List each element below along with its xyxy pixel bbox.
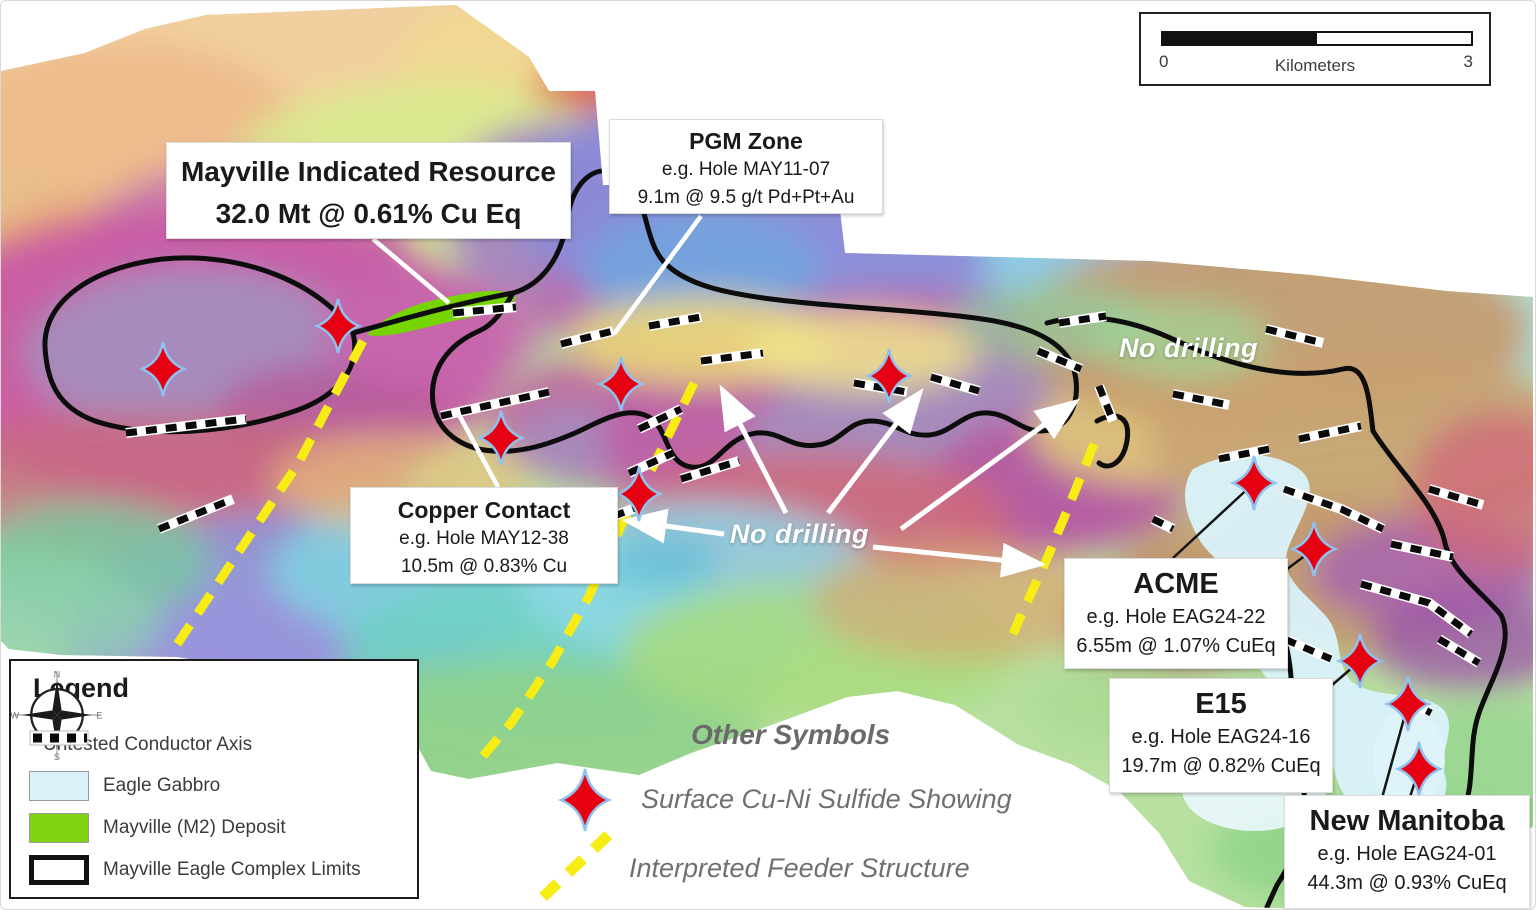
annotation-hole: e.g. Hole MAY11-07 bbox=[661, 159, 831, 180]
scale-bar-graphic bbox=[1161, 31, 1473, 46]
annotation-copper-contact: Copper Contact e.g. Hole MAY12-38 10.5m … bbox=[350, 487, 618, 584]
legend-item-label: Mayville Eagle Complex Limits bbox=[103, 859, 361, 880]
cu-ni-sulfide-showing-star bbox=[1229, 455, 1279, 511]
untested-conductor-axis bbox=[1428, 485, 1484, 509]
annotation-pgm-zone: PGM Zone e.g. Hole MAY11-07 9.1m @ 9.5 g… bbox=[609, 119, 883, 214]
complex-limits-swatch-icon bbox=[29, 855, 89, 885]
annotation-grade: 44.3m @ 0.93% CuEq bbox=[1307, 872, 1507, 894]
untested-conductor-axis bbox=[930, 373, 980, 395]
no-drilling-label-center: No drilling bbox=[730, 519, 869, 549]
untested-conductor-axis bbox=[125, 415, 247, 437]
cu-ni-sulfide-showing-star bbox=[1289, 521, 1339, 577]
svg-text:W: W bbox=[11, 711, 19, 721]
annotation-title: PGM Zone bbox=[689, 128, 803, 154]
annotation-title: E15 bbox=[1195, 688, 1247, 720]
no-drilling-arrow bbox=[872, 542, 1047, 578]
annotation-title: Mayville Indicated Resource bbox=[180, 156, 557, 187]
legend-item-deposit: Mayville (M2) Deposit bbox=[29, 811, 286, 845]
annotation-hole: e.g. Hole EAG24-22 bbox=[1086, 606, 1266, 628]
cu-ni-sulfide-showing-star bbox=[1335, 633, 1385, 689]
label-leader-line bbox=[612, 214, 703, 336]
legend-item-conductor: Untested Conductor Axis bbox=[29, 728, 252, 762]
label-leader-line bbox=[371, 237, 451, 305]
legend-item-gabbro: Eagle Gabbro bbox=[29, 769, 220, 803]
untested-conductor-axis bbox=[452, 303, 517, 317]
annotation-grade: 19.7m @ 0.82% CuEq bbox=[1121, 755, 1321, 777]
scale-unit-label: Kilometers bbox=[1274, 56, 1356, 75]
cu-ni-sulfide-showing-star bbox=[596, 356, 646, 412]
annotation-grade: 10.5m @ 0.83% Cu bbox=[400, 556, 568, 577]
annotation-title: Copper Contact bbox=[397, 497, 571, 523]
annotation-mayville-resource: Mayville Indicated Resource 32.0 Mt @ 0.… bbox=[166, 142, 571, 239]
feeder-structure-label: Interpreted Feeder Structure bbox=[629, 853, 970, 883]
no-drilling-arrow bbox=[719, 384, 789, 515]
svg-text:N: N bbox=[54, 669, 61, 679]
svg-text:S: S bbox=[54, 752, 60, 761]
scale-max-label: 3 bbox=[1463, 52, 1473, 71]
annotation-grade: 9.1m @ 9.5 g/t Pd+Pt+Au bbox=[637, 187, 855, 208]
annotation-grade: 32.0 Mt @ 0.61% Cu Eq bbox=[215, 198, 522, 229]
label-leader-line bbox=[455, 409, 500, 489]
cu-ni-showing-star-icon bbox=[557, 768, 613, 832]
legend-item-complex-limits: Mayville Eagle Complex Limits bbox=[29, 853, 361, 887]
annotation-e15: E15 e.g. Hole EAG24-16 19.7m @ 0.82% CuE… bbox=[1109, 678, 1333, 793]
legend-item-label: Eagle Gabbro bbox=[103, 775, 221, 796]
untested-conductor-axis bbox=[627, 449, 675, 477]
conductor-axis-underlay bbox=[1359, 579, 1474, 639]
annotation-acme: ACME e.g. Hole EAG24-22 6.55m @ 1.07% Cu… bbox=[1064, 558, 1288, 669]
no-drilling-arrow bbox=[899, 398, 1081, 532]
untested-conductor-axis bbox=[1437, 635, 1481, 667]
untested-conductor-axis bbox=[1265, 325, 1324, 347]
cu-ni-sulfide-showing-star bbox=[313, 298, 363, 354]
untested-conductor-axis bbox=[637, 405, 683, 433]
m2-deposit-swatch-icon bbox=[29, 813, 89, 843]
legend-panel: Legend N E S W bbox=[9, 659, 419, 899]
untested-conductor-axis bbox=[1298, 422, 1362, 443]
untested-conductor-axis bbox=[1172, 390, 1230, 409]
label-leader-line bbox=[1172, 482, 1255, 559]
annotation-hole: e.g. Hole MAY12-38 bbox=[399, 528, 569, 549]
untested-conductor-axis bbox=[700, 349, 764, 365]
untested-conductor-axis bbox=[679, 457, 741, 483]
untested-conductor-axis bbox=[1360, 580, 1474, 637]
untested-conductor-axis bbox=[1282, 485, 1385, 533]
cu-ni-sulfide-showing-star bbox=[1383, 676, 1433, 732]
annotation-grade: 6.55m @ 1.07% CuEq bbox=[1076, 635, 1276, 657]
untested-conductor-axis bbox=[1218, 445, 1270, 463]
no-drilling-label-ne: No drilling bbox=[1119, 333, 1258, 363]
annotation-hole: e.g. Hole EAG24-16 bbox=[1131, 726, 1311, 748]
untested-conductor-axis bbox=[1095, 384, 1117, 423]
eagle-gabbro-swatch-icon bbox=[29, 771, 89, 801]
untested-conductor-axis bbox=[1036, 347, 1083, 373]
cu-ni-sulfide-showing-star bbox=[864, 348, 914, 404]
no-drilling-arrow bbox=[621, 508, 725, 544]
cu-ni-sulfide-showing-star bbox=[476, 410, 526, 466]
untested-conductor-axis bbox=[157, 495, 235, 533]
untested-conductor-axis bbox=[560, 327, 614, 348]
cu-ni-showing-label: Surface Cu-Ni Sulfide Showing bbox=[641, 784, 1012, 814]
cu-ni-sulfide-showing-star bbox=[1394, 741, 1444, 797]
cu-ni-sulfide-showing-star bbox=[138, 341, 188, 397]
annotation-hole: e.g. Hole EAG24-01 bbox=[1317, 843, 1497, 865]
legend-item-label: Mayville (M2) Deposit bbox=[103, 817, 286, 838]
untested-conductor-axis bbox=[1058, 312, 1107, 327]
svg-text:E: E bbox=[96, 711, 102, 721]
untested-conductor-axis bbox=[648, 313, 702, 330]
cu-ni-sulfide-showing-star bbox=[614, 466, 664, 522]
no-drilling-arrow bbox=[826, 388, 924, 515]
legend-item-label: Untested Conductor Axis bbox=[43, 734, 253, 755]
scale-min-label: 0 bbox=[1159, 52, 1169, 71]
interpreted-feeder-structure bbox=[172, 338, 367, 649]
annotation-title: New Manitoba bbox=[1309, 805, 1505, 837]
conductor-axis-swatch-icon bbox=[29, 730, 89, 746]
other-symbols-title: Other Symbols bbox=[691, 719, 891, 750]
feeder-structure-sample-icon bbox=[539, 821, 623, 901]
scale-bar: 0 3 Kilometers bbox=[1139, 12, 1491, 86]
annotation-new-manitoba: New Manitoba e.g. Hole EAG24-01 44.3m @ … bbox=[1284, 795, 1530, 909]
untested-conductor-axis bbox=[1390, 540, 1454, 561]
untested-conductor-axis bbox=[1151, 515, 1175, 533]
annotation-title: ACME bbox=[1133, 568, 1219, 600]
